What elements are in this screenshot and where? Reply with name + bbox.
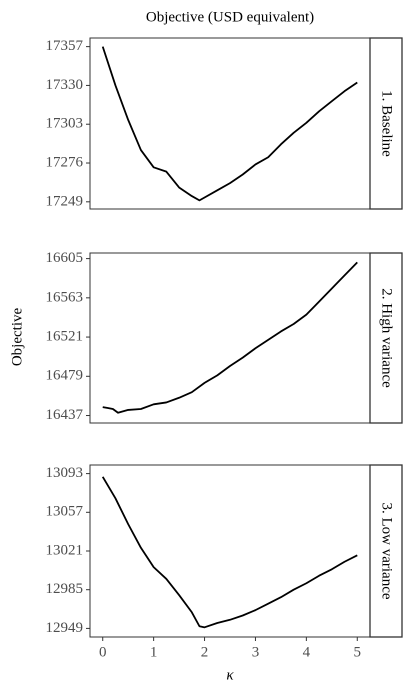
x-tick-label: 2 [201, 644, 209, 660]
strip-label: 2. High variance [379, 288, 395, 388]
panel-frame [89, 252, 371, 424]
x-axis-label: κ [226, 667, 234, 683]
y-tick-label: 17357 [46, 38, 84, 54]
y-tick-label: 13093 [46, 465, 84, 481]
panel-frame [89, 464, 371, 638]
y-tick-label: 16521 [46, 329, 84, 345]
chart-title: Objective (USD equivalent) [146, 9, 314, 25]
x-tick-label: 1 [150, 644, 158, 660]
line [101, 476, 358, 629]
y-tick-label: 17303 [46, 116, 84, 132]
y-tick-label: 12985 [46, 581, 84, 597]
y-tick-label: 16479 [46, 368, 84, 384]
strip-label: 1. Baseline [379, 90, 395, 157]
strip [369, 252, 403, 424]
y-tick-label: 13057 [46, 504, 84, 520]
y-tick-label: 16437 [46, 407, 84, 423]
y-tick-label: 16563 [46, 289, 84, 305]
strip [369, 464, 403, 638]
x-tick-label: 0 [99, 644, 107, 660]
strip-label: 3. Low variance [379, 502, 395, 599]
y-tick-label: 16605 [46, 250, 84, 266]
x-tick-label: 3 [252, 644, 260, 660]
line [102, 261, 358, 414]
x-tick-label: 5 [354, 644, 362, 660]
x-tick-label: 4 [303, 644, 311, 660]
y-tick-label: 17276 [46, 154, 84, 170]
line [101, 46, 358, 202]
y-tick-label: 13021 [46, 542, 84, 558]
y-axis-label: Objective [9, 308, 25, 367]
y-tick-label: 12949 [46, 620, 84, 636]
y-tick-label: 17330 [46, 77, 84, 93]
strip [369, 37, 403, 210]
y-tick-label: 17249 [46, 193, 84, 209]
